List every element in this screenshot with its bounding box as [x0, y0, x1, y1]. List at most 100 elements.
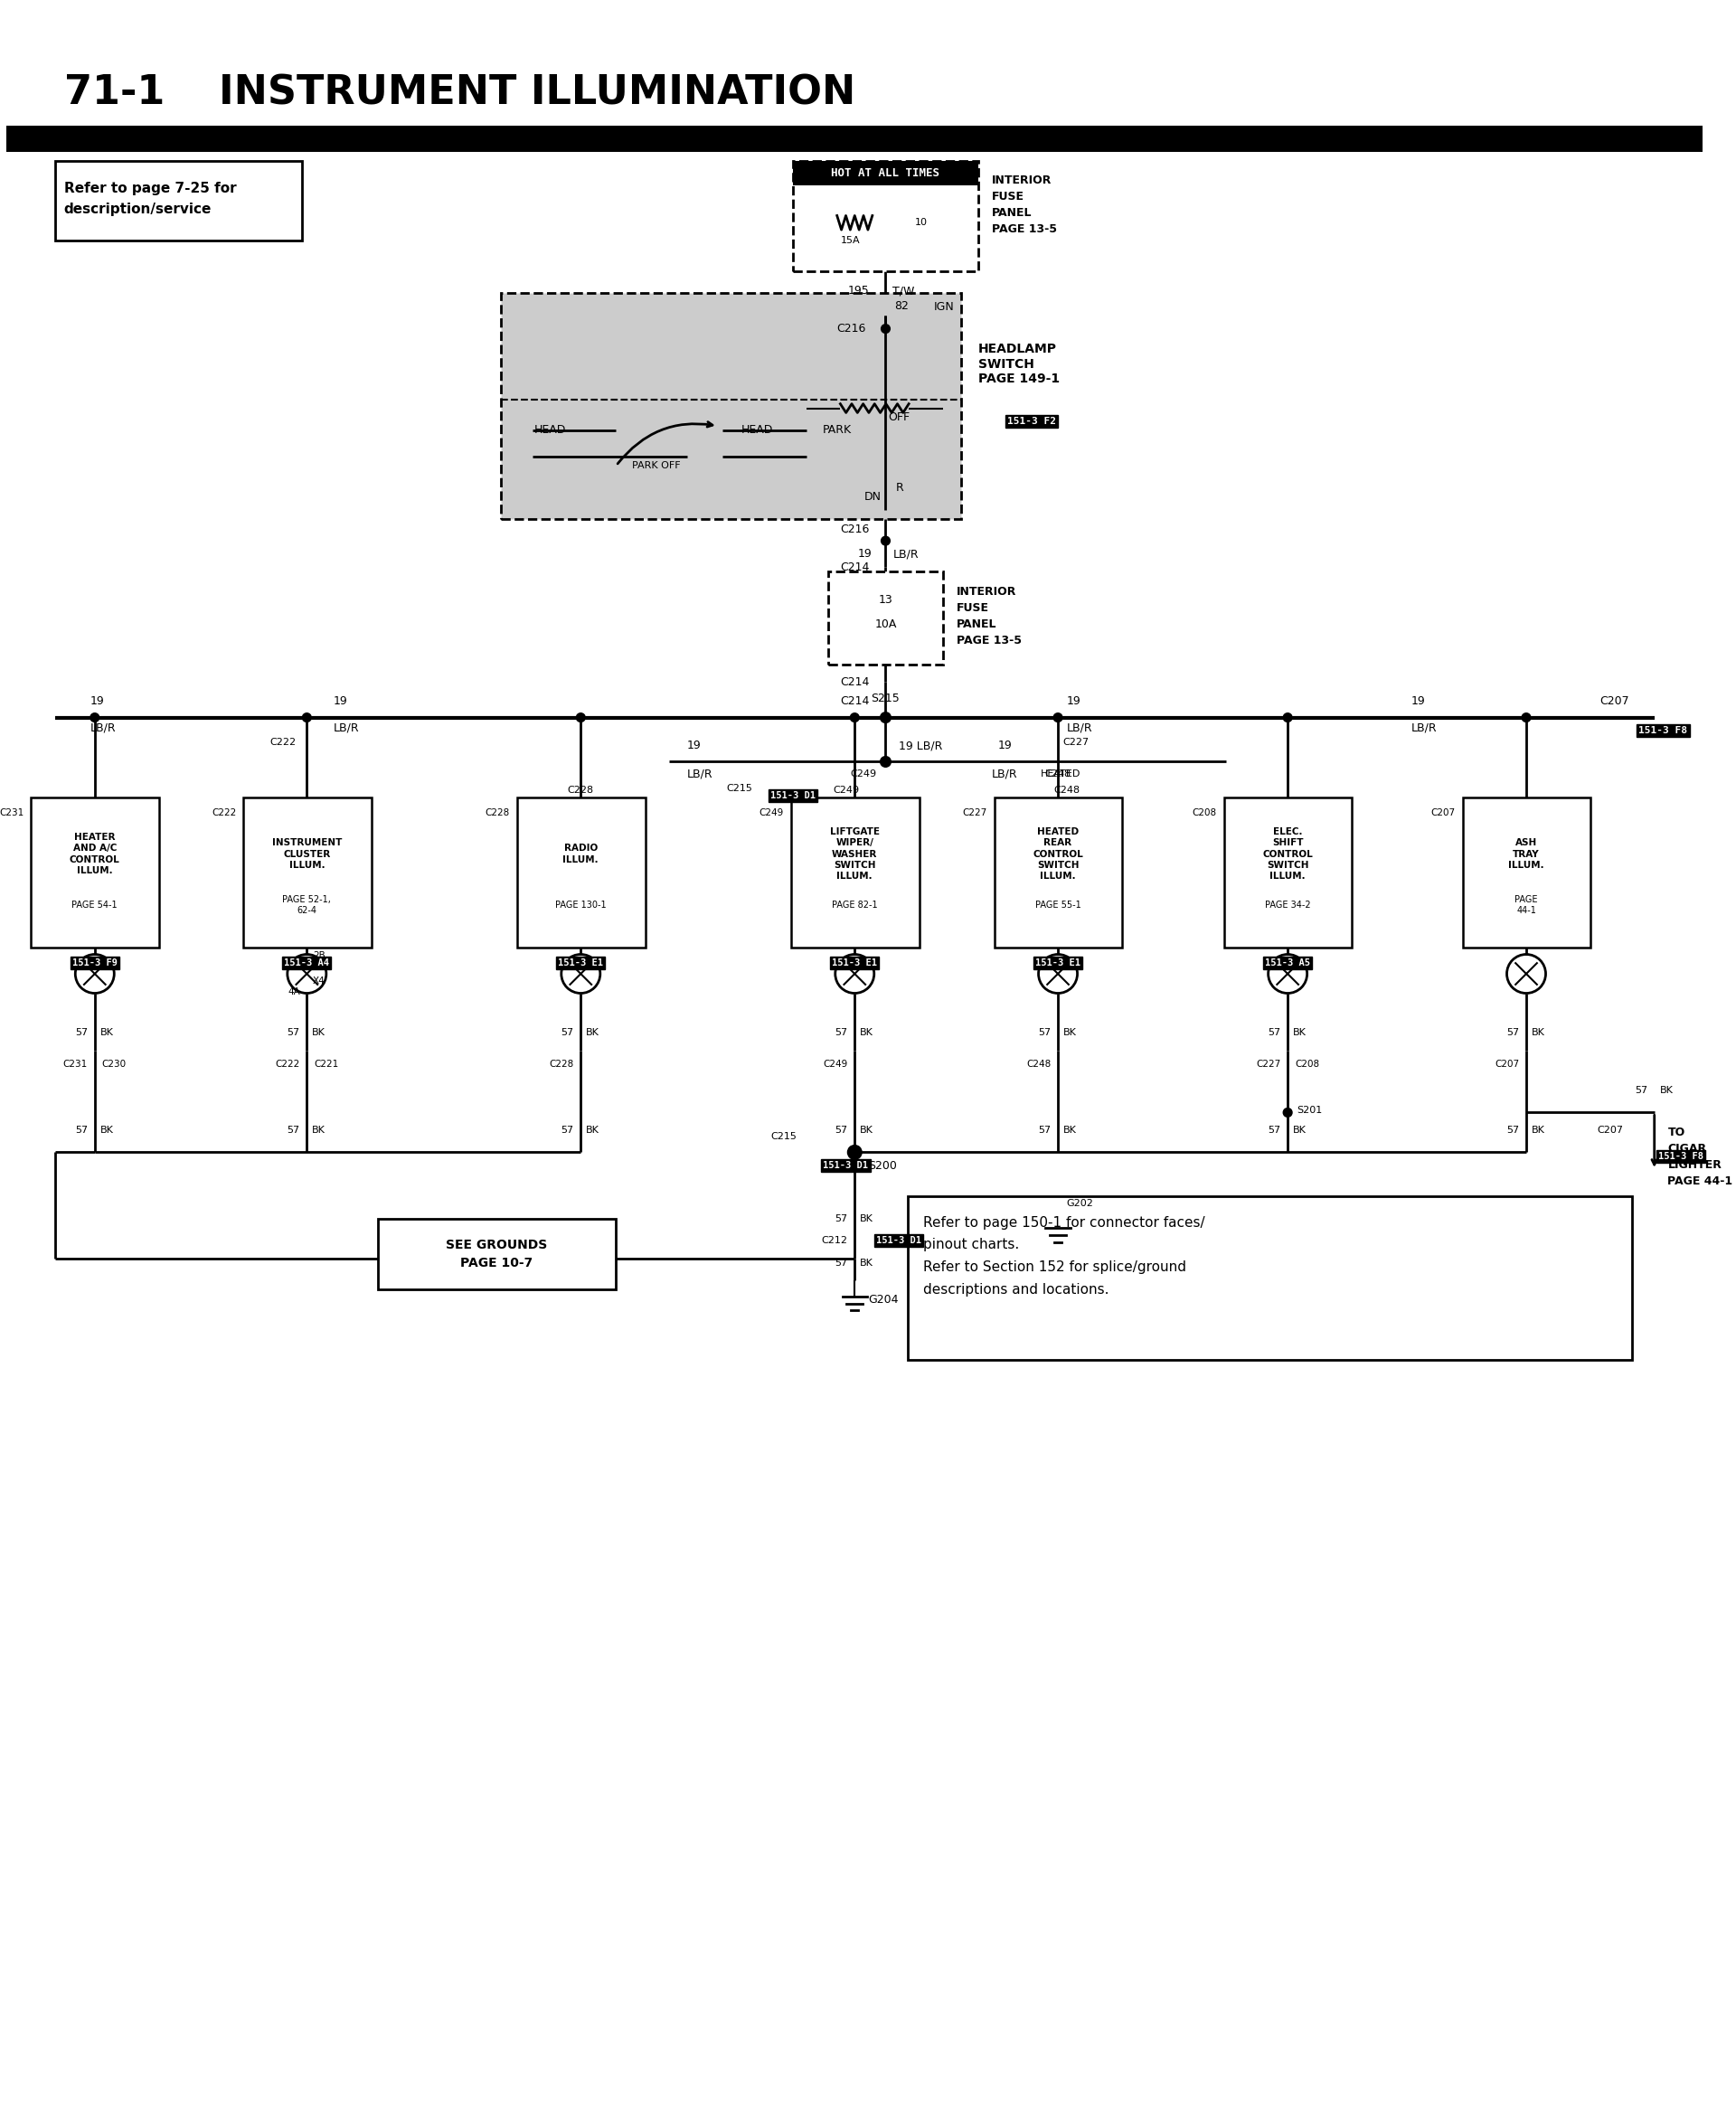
Text: 19: 19 [333, 696, 347, 707]
Text: PAGE 130-1: PAGE 130-1 [556, 901, 606, 909]
Text: LB/R: LB/R [687, 768, 713, 781]
Text: HEAD: HEAD [741, 425, 774, 436]
Text: T/W: T/W [892, 284, 915, 297]
Text: 151-3 E1: 151-3 E1 [1035, 959, 1080, 968]
Text: PARK: PARK [823, 425, 852, 436]
Text: 19 LB/R: 19 LB/R [899, 741, 943, 751]
Text: Refer to page 7-25 for
description/service: Refer to page 7-25 for description/servi… [64, 183, 236, 215]
Text: LB/R: LB/R [90, 722, 116, 734]
Text: C208: C208 [1295, 1060, 1319, 1069]
Text: PAGE 34-2: PAGE 34-2 [1266, 901, 1311, 909]
Text: 151-3 F9: 151-3 F9 [73, 959, 118, 968]
Text: 57: 57 [1038, 1126, 1050, 1134]
Text: 57: 57 [561, 1029, 573, 1037]
Text: BK: BK [1062, 1126, 1076, 1134]
Text: BK: BK [1293, 1126, 1307, 1134]
Text: BK: BK [859, 1214, 873, 1222]
Text: C228: C228 [568, 785, 594, 795]
Text: C227: C227 [1255, 1060, 1281, 1069]
Bar [1463, 797, 1590, 947]
Bar [517, 797, 646, 947]
Text: IGN: IGN [934, 301, 955, 313]
Bar [7, 126, 1703, 151]
Circle shape [882, 537, 891, 545]
Text: 19: 19 [687, 741, 701, 751]
Circle shape [882, 324, 891, 332]
Text: C216: C216 [837, 322, 866, 335]
Text: 151-3 D1: 151-3 D1 [823, 1161, 868, 1170]
Text: INTERIOR
FUSE
PANEL
PAGE 13-5: INTERIOR FUSE PANEL PAGE 13-5 [957, 585, 1021, 646]
Text: HEATED
REAR
CONTROL
SWITCH
ILLUM.: HEATED REAR CONTROL SWITCH ILLUM. [1033, 827, 1083, 882]
Text: 19: 19 [858, 549, 873, 560]
Text: 57: 57 [835, 1029, 847, 1037]
Text: C249: C249 [823, 1060, 847, 1069]
Text: PARK OFF: PARK OFF [632, 461, 681, 469]
Text: C207: C207 [1601, 696, 1630, 707]
Text: C208: C208 [1193, 808, 1217, 818]
Bar [243, 797, 372, 947]
Text: C248: C248 [1045, 770, 1071, 778]
Text: Refer to page 150-1 for connector faces/
pinout charts.
Refer to Section 152 for: Refer to page 150-1 for connector faces/… [924, 1216, 1205, 1296]
Text: G202: G202 [1066, 1199, 1094, 1208]
Text: LB/R: LB/R [333, 722, 359, 734]
Text: 57: 57 [835, 1126, 847, 1134]
Bar [908, 1197, 1632, 1359]
Text: 151-3 D1: 151-3 D1 [771, 791, 816, 800]
Text: C227: C227 [962, 808, 988, 818]
Text: ASH
TRAY
ILLUM.: ASH TRAY ILLUM. [1509, 837, 1543, 869]
Circle shape [302, 713, 311, 722]
Text: INTERIOR
FUSE
PANEL
PAGE 13-5: INTERIOR FUSE PANEL PAGE 13-5 [991, 175, 1057, 236]
Bar [56, 160, 302, 240]
Text: 19: 19 [1066, 696, 1082, 707]
Text: C207: C207 [1597, 1126, 1623, 1134]
Text: 71-1: 71-1 [64, 74, 165, 112]
Text: C248: C248 [1054, 785, 1080, 795]
Text: PAGE
44-1: PAGE 44-1 [1516, 894, 1538, 915]
Text: 151-3 F2: 151-3 F2 [1007, 417, 1055, 425]
Text: HEAD: HEAD [535, 425, 566, 436]
Text: 2B: 2B [312, 951, 325, 962]
Text: G204: G204 [868, 1294, 898, 1307]
Text: 57: 57 [1038, 1029, 1050, 1037]
Bar [377, 1218, 616, 1290]
Text: C212: C212 [821, 1237, 847, 1246]
Text: TO
CIGAR
LIGHTER
PAGE 44-1: TO CIGAR LIGHTER PAGE 44-1 [1668, 1126, 1733, 1187]
Circle shape [1054, 713, 1062, 722]
Text: C249: C249 [833, 785, 859, 795]
Text: S215: S215 [871, 692, 899, 705]
Text: 13: 13 [878, 593, 892, 606]
Text: C207: C207 [1495, 1060, 1519, 1069]
Text: 57: 57 [1507, 1126, 1519, 1134]
Text: BK: BK [1062, 1029, 1076, 1037]
Text: 57: 57 [835, 1258, 847, 1267]
Text: C215: C215 [727, 783, 753, 793]
Text: 57: 57 [75, 1126, 89, 1134]
Text: C230: C230 [102, 1060, 127, 1069]
Text: 10A: 10A [875, 619, 896, 631]
Text: LB/R: LB/R [1066, 722, 1092, 734]
Text: HEATED: HEATED [1040, 770, 1080, 778]
Text: 4A: 4A [288, 987, 300, 995]
Text: C222: C222 [269, 739, 297, 747]
Text: BK: BK [859, 1029, 873, 1037]
Text: 57: 57 [286, 1126, 300, 1134]
Text: HEADLAMP
SWITCH
PAGE 149-1: HEADLAMP SWITCH PAGE 149-1 [979, 343, 1061, 385]
Circle shape [1283, 713, 1292, 722]
Text: PAGE 54-1: PAGE 54-1 [71, 901, 118, 909]
Text: 57: 57 [561, 1126, 573, 1134]
Text: C231: C231 [62, 1060, 89, 1069]
Text: LB/R: LB/R [892, 549, 918, 560]
Circle shape [851, 713, 859, 722]
Text: PAGE 82-1: PAGE 82-1 [832, 901, 878, 909]
Text: ELEC.
SHIFT
CONTROL
SWITCH
ILLUM.: ELEC. SHIFT CONTROL SWITCH ILLUM. [1262, 827, 1312, 882]
Text: C214: C214 [840, 562, 870, 572]
Text: 151-3 E1: 151-3 E1 [832, 959, 877, 968]
Text: DN: DN [865, 490, 880, 503]
Text: 57: 57 [75, 1029, 89, 1037]
Text: BK: BK [1531, 1029, 1545, 1037]
Bar [793, 160, 979, 271]
Text: C214: C214 [840, 696, 870, 707]
Circle shape [90, 713, 99, 722]
Text: 57: 57 [835, 1214, 847, 1222]
Text: BK: BK [312, 1126, 326, 1134]
